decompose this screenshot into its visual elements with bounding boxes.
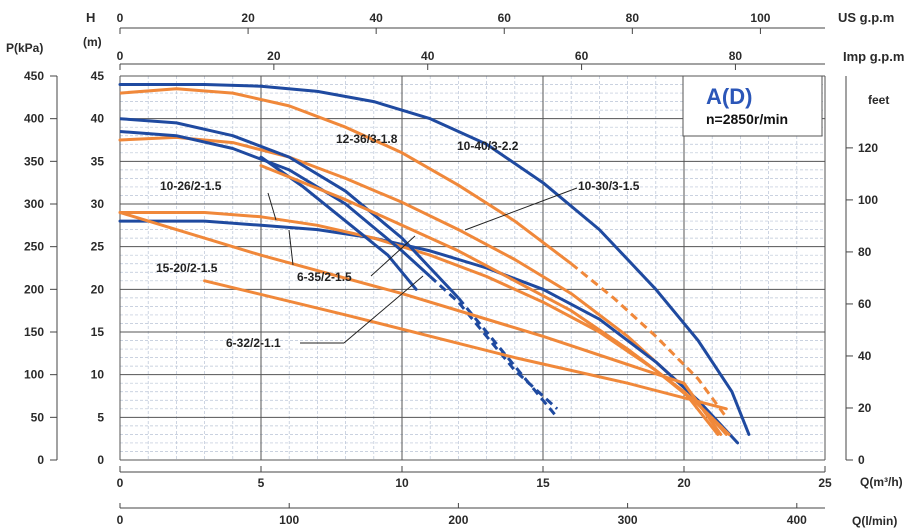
imp-gpm-tick-label: 80 <box>729 49 743 63</box>
imp-gpm-tick-label: 60 <box>575 49 589 63</box>
chart-subtitle: n=2850r/min <box>706 111 788 127</box>
y-tick-label: 5 <box>97 410 104 424</box>
y-axis-unit: (m) <box>83 35 102 49</box>
lmin-tick-label: 0 <box>117 513 124 527</box>
kpa-tick-label: 250 <box>24 240 44 254</box>
us-gpm-tick-label: 60 <box>498 11 512 25</box>
kpa-tick-label: 0 <box>37 453 44 467</box>
y-tick-label: 40 <box>91 112 105 126</box>
feet-axis-label: feet <box>868 93 889 107</box>
lmin-tick-label: 100 <box>279 513 299 527</box>
curve-12-36/3-1.8-dashed <box>570 262 728 419</box>
leader-lines <box>267 187 578 344</box>
curve-label: 10-26/2-1.5 <box>160 179 222 193</box>
y-tick-label: 20 <box>91 282 105 296</box>
kpa-tick-label: 450 <box>24 69 44 83</box>
axes: 0510152025303540450501001502002503003504… <box>24 11 878 527</box>
feet-tick-label: 0 <box>858 453 865 467</box>
title-box <box>682 75 823 137</box>
x-tick-label: 5 <box>258 476 265 490</box>
curve-12-36/3-1.8 <box>119 87 573 265</box>
feet-tick-label: 60 <box>858 297 872 311</box>
x-axis-label: Q(m³/h) <box>860 475 903 489</box>
y-axis-label: H <box>86 10 95 25</box>
x-tick-label: 15 <box>536 476 550 490</box>
curve-10-30/3-1.5 <box>118 135 728 436</box>
x-tick-label: 20 <box>677 476 691 490</box>
curve-label: 12-36/3-1.8 <box>336 132 398 146</box>
curve-6-35/2-1.5 <box>119 117 460 299</box>
leader-line <box>343 275 424 344</box>
kpa-tick-label: 150 <box>24 325 44 339</box>
us-gpm-tick-label: 0 <box>117 11 124 25</box>
imp-gpm-tick-label: 0 <box>117 49 124 63</box>
y-tick-label: 35 <box>91 154 105 168</box>
x-tick-label: 10 <box>395 476 409 490</box>
us-gpm-tick-label: 20 <box>241 11 255 25</box>
curve-label: 10-30/3-1.5 <box>578 179 640 193</box>
us-gpm-tick-label: 80 <box>626 11 640 25</box>
curves <box>118 83 751 445</box>
curve-label: 15-20/2-1.5 <box>156 261 218 275</box>
feet-tick-label: 100 <box>858 193 878 207</box>
lmin-axis-label: Q(l/min) <box>852 514 897 528</box>
kpa-tick-label: 300 <box>24 197 44 211</box>
feet-tick-label: 20 <box>858 401 872 415</box>
kpa-tick-label: 400 <box>24 112 44 126</box>
leader-line <box>288 229 294 266</box>
feet-tick-label: 80 <box>858 245 872 259</box>
curve-10-40/3-2.2 <box>118 83 751 436</box>
kpa-tick-label: 200 <box>24 282 44 296</box>
leader-line <box>370 235 416 277</box>
x-tick-label: 0 <box>117 476 124 490</box>
leader-line <box>267 192 277 221</box>
curve-orange-diagonal-c <box>203 279 728 411</box>
leader-line <box>464 187 578 231</box>
curve-6-35/2-1.5-dashed <box>457 296 559 419</box>
kpa-tick-label: 100 <box>24 368 44 382</box>
imp-gpm-tick-label: 20 <box>267 49 281 63</box>
lmin-tick-label: 300 <box>618 513 638 527</box>
y-tick-label: 45 <box>91 69 105 83</box>
curve-label: 6-35/2-1.5 <box>297 270 352 284</box>
y-tick-label: 25 <box>91 240 105 254</box>
curve-label: 6-32/2-1.1 <box>226 336 281 350</box>
feet-tick-label: 40 <box>858 349 872 363</box>
curve-labels: 12-36/3-1.8 10-40/3-2.2 10-30/3-1.5 10-2… <box>156 132 640 350</box>
lmin-tick-label: 200 <box>448 513 468 527</box>
lmin-tick-label: 400 <box>787 513 807 527</box>
kpa-axis-label: P(kPa) <box>6 41 43 55</box>
curve-orange-diagonal-b <box>259 164 720 436</box>
y-tick-label: 10 <box>91 368 105 382</box>
us-gpm-label: US g.p.m <box>838 10 894 25</box>
y-tick-label: 0 <box>97 453 104 467</box>
curve-label: 10-40/3-2.2 <box>457 139 519 153</box>
feet-tick-label: 120 <box>858 141 878 155</box>
imp-gpm-label: Imp g.p.m <box>843 49 904 64</box>
curve-10-26/2-1.5 <box>118 219 740 445</box>
x-tick-label: 25 <box>818 476 832 490</box>
us-gpm-tick-label: 40 <box>369 11 383 25</box>
y-tick-label: 15 <box>91 325 105 339</box>
imp-gpm-tick-label: 40 <box>421 49 435 63</box>
curve-6-32/2-1.1 <box>119 130 432 278</box>
y-tick-label: 30 <box>91 197 105 211</box>
us-gpm-tick-label: 100 <box>750 11 770 25</box>
chart-title: A(D) <box>706 84 752 109</box>
curve-orange-diagonal-a <box>118 211 723 436</box>
kpa-tick-label: 50 <box>31 410 45 424</box>
kpa-tick-label: 350 <box>24 154 44 168</box>
